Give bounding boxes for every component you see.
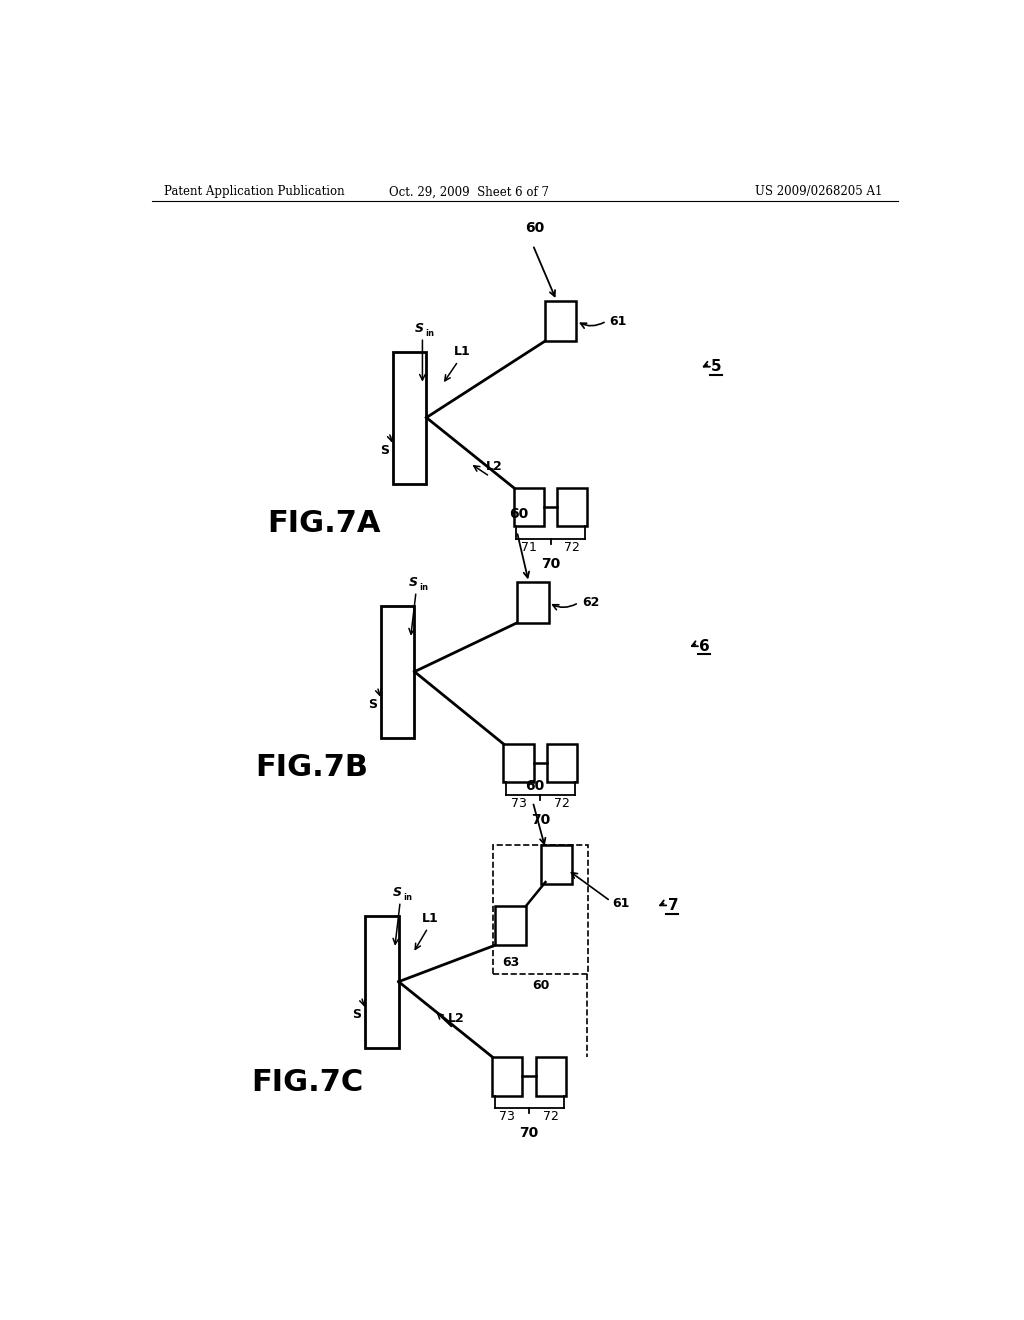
Bar	[547, 744, 578, 783]
Text: 62: 62	[582, 597, 599, 609]
Text: 73: 73	[511, 797, 526, 809]
Text: 6: 6	[699, 639, 710, 653]
Text: S: S	[415, 322, 424, 335]
Bar	[545, 301, 577, 342]
Bar	[536, 1057, 566, 1096]
Bar	[494, 846, 589, 974]
Bar	[542, 846, 571, 884]
Text: 63: 63	[502, 957, 519, 969]
Text: 60: 60	[524, 220, 544, 235]
Text: in: in	[403, 894, 413, 903]
Text: L2: L2	[447, 1012, 464, 1026]
Bar	[366, 916, 398, 1048]
Text: Patent Application Publication: Patent Application Publication	[164, 185, 344, 198]
Text: 60: 60	[532, 978, 549, 991]
Text: S: S	[380, 444, 389, 457]
Text: 61: 61	[609, 314, 627, 327]
Text: L2: L2	[485, 461, 502, 474]
Bar	[557, 487, 588, 527]
Text: L1: L1	[454, 345, 470, 358]
Text: US 2009/0268205 A1: US 2009/0268205 A1	[755, 185, 882, 198]
Text: S: S	[369, 698, 377, 711]
Text: Oct. 29, 2009  Sheet 6 of 7: Oct. 29, 2009 Sheet 6 of 7	[389, 185, 549, 198]
Text: 60: 60	[509, 507, 528, 521]
Text: 72: 72	[543, 1110, 559, 1123]
Text: in: in	[419, 583, 428, 593]
Text: 73: 73	[500, 1110, 515, 1123]
Text: L1: L1	[422, 912, 438, 925]
Text: FIG.7C: FIG.7C	[251, 1068, 364, 1097]
Bar	[504, 744, 534, 783]
Bar	[381, 606, 415, 738]
Bar	[517, 582, 549, 623]
Text: 70: 70	[519, 1126, 539, 1140]
Bar	[514, 487, 544, 527]
Bar	[493, 1057, 522, 1096]
Text: 60: 60	[524, 779, 544, 792]
Text: 5: 5	[712, 359, 722, 375]
Text: S: S	[409, 577, 418, 589]
Text: S: S	[393, 886, 401, 899]
Text: 71: 71	[521, 541, 537, 553]
Bar	[393, 351, 426, 483]
Text: FIG.7B: FIG.7B	[255, 752, 368, 781]
Text: 61: 61	[612, 896, 630, 909]
Text: FIG.7A: FIG.7A	[267, 510, 380, 539]
Text: 70: 70	[530, 813, 550, 826]
Text: S: S	[352, 1008, 361, 1022]
Text: 70: 70	[541, 557, 560, 570]
Text: in: in	[426, 329, 434, 338]
Bar	[496, 907, 525, 945]
Text: 72: 72	[554, 797, 570, 809]
Text: 7: 7	[668, 898, 678, 913]
Text: 72: 72	[564, 541, 581, 553]
